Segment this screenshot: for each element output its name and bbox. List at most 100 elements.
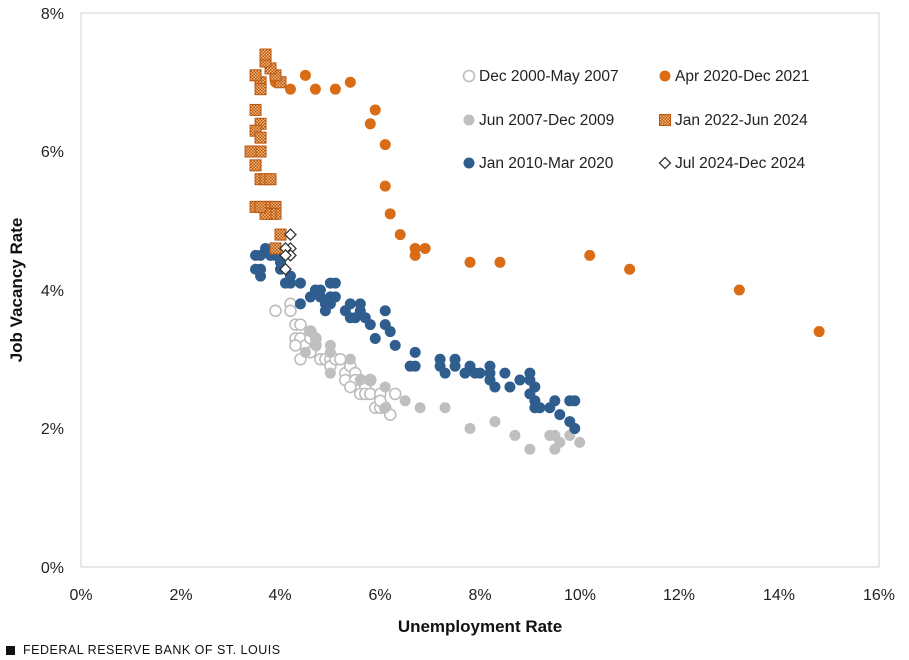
data-point bbox=[379, 402, 391, 414]
data-point bbox=[474, 367, 486, 379]
x-tick-label: 12% bbox=[663, 587, 695, 604]
legend: Dec 2000-May 2007 Jun 2007-Dec 2009 Jan … bbox=[462, 68, 809, 172]
data-point bbox=[344, 76, 356, 88]
x-tick-label: 16% bbox=[863, 587, 895, 604]
data-point bbox=[549, 395, 561, 407]
data-point bbox=[489, 416, 501, 428]
data-point bbox=[294, 277, 306, 289]
data-point bbox=[324, 346, 336, 358]
legend-item: Jan 2022-Jun 2024 bbox=[659, 112, 808, 129]
data-point bbox=[509, 429, 521, 441]
legend-label: Dec 2000-May 2007 bbox=[479, 68, 619, 85]
data-point bbox=[294, 298, 306, 310]
data-point bbox=[264, 173, 277, 186]
x-tick-label: 14% bbox=[763, 587, 795, 604]
job-vacancy-scatter-chart: 0% 2% 4% 6% 8% 10% 12% 14% 16% 0% 2% 4% … bbox=[7, 6, 895, 636]
data-point bbox=[624, 263, 636, 275]
data-point bbox=[439, 402, 451, 414]
data-point bbox=[284, 228, 297, 242]
data-point bbox=[399, 395, 411, 407]
y-tick-label: 0% bbox=[41, 560, 64, 577]
data-point bbox=[254, 83, 267, 96]
series-2 bbox=[250, 242, 581, 434]
legend-item: Jan 2010-Mar 2020 bbox=[463, 155, 614, 172]
data-point bbox=[569, 395, 581, 407]
data-point bbox=[279, 262, 292, 276]
data-point bbox=[329, 83, 341, 95]
data-point bbox=[434, 360, 446, 372]
legend-marker-open-diamond bbox=[658, 156, 672, 170]
data-point bbox=[249, 69, 262, 82]
series-3 bbox=[270, 69, 825, 338]
x-tick-label: 6% bbox=[368, 587, 391, 604]
data-point bbox=[299, 346, 311, 358]
data-point bbox=[254, 131, 267, 144]
y-tick-label: 2% bbox=[41, 421, 64, 438]
x-tick-label: 8% bbox=[468, 587, 491, 604]
x-tick-label: 10% bbox=[564, 587, 596, 604]
data-point bbox=[269, 304, 282, 318]
legend-label: Jul 2024-Dec 2024 bbox=[675, 155, 805, 172]
data-point bbox=[294, 318, 307, 331]
data-point bbox=[249, 103, 262, 116]
legend-marker-orange-circle bbox=[659, 70, 671, 82]
legend-item: Apr 2020-Dec 2021 bbox=[659, 68, 809, 85]
plot-area-border bbox=[80, 12, 880, 568]
data-point bbox=[813, 326, 825, 338]
data-point bbox=[284, 83, 296, 95]
legend-marker-gray-circle bbox=[463, 114, 475, 126]
x-tick-label: 0% bbox=[69, 587, 92, 604]
data-point bbox=[334, 352, 347, 366]
y-tick-label: 8% bbox=[41, 6, 64, 23]
data-point bbox=[414, 402, 426, 414]
data-point bbox=[379, 180, 391, 192]
data-point bbox=[389, 339, 401, 351]
data-point bbox=[369, 104, 381, 116]
data-point bbox=[569, 423, 581, 434]
data-point bbox=[419, 242, 431, 254]
data-points-layer bbox=[244, 48, 825, 455]
series-5 bbox=[279, 228, 297, 276]
data-point bbox=[379, 305, 391, 317]
data-point bbox=[464, 423, 476, 434]
data-point bbox=[284, 304, 297, 318]
y-axis-title: Job Vacancy Rate bbox=[7, 218, 26, 363]
legend-item: Jul 2024-Dec 2024 bbox=[658, 155, 805, 172]
data-point bbox=[379, 381, 391, 393]
data-point bbox=[354, 298, 366, 310]
data-point bbox=[329, 291, 341, 303]
legend-label: Jan 2022-Jun 2024 bbox=[675, 112, 808, 129]
x-tick-label: 2% bbox=[169, 587, 192, 604]
data-point bbox=[364, 118, 376, 130]
data-point bbox=[404, 360, 416, 372]
data-point bbox=[409, 242, 421, 254]
data-point bbox=[344, 298, 356, 310]
data-point bbox=[304, 291, 316, 303]
data-point bbox=[514, 374, 526, 386]
data-point bbox=[554, 436, 566, 448]
y-tick-label: 6% bbox=[41, 144, 64, 161]
data-point bbox=[388, 387, 402, 401]
data-point bbox=[384, 208, 396, 220]
legend-symbol bbox=[462, 69, 476, 83]
data-point bbox=[299, 69, 311, 81]
legend-marker-open-circle bbox=[462, 69, 476, 83]
footer-square-icon bbox=[6, 645, 15, 655]
legend-item: Dec 2000-May 2007 bbox=[462, 68, 619, 85]
data-point bbox=[249, 159, 262, 172]
data-point bbox=[464, 256, 476, 268]
data-point bbox=[344, 353, 356, 365]
data-point bbox=[250, 249, 262, 261]
legend-symbol bbox=[463, 157, 475, 169]
footer-source-text: FEDERAL RESERVE BANK OF ST. LOUIS bbox=[23, 643, 281, 657]
x-axis-title: Unemployment Rate bbox=[398, 617, 562, 636]
legend-marker-checkered-square bbox=[659, 114, 671, 126]
data-point bbox=[279, 248, 292, 262]
plot-frame bbox=[80, 12, 880, 568]
data-point bbox=[494, 256, 506, 268]
data-point bbox=[409, 346, 421, 358]
data-point bbox=[464, 360, 476, 372]
data-point bbox=[289, 339, 302, 352]
data-point bbox=[319, 305, 331, 317]
data-point bbox=[499, 367, 511, 379]
